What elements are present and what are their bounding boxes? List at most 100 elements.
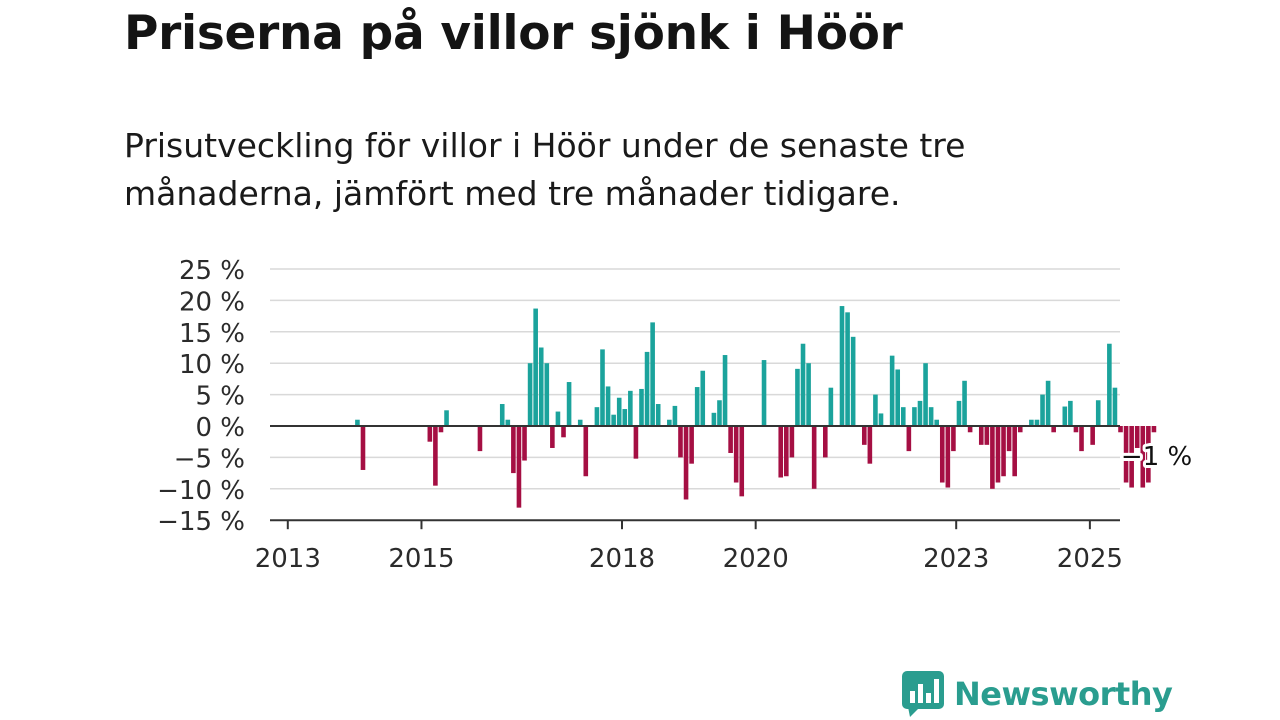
bar	[878, 413, 884, 426]
bar	[628, 390, 633, 426]
bar	[644, 351, 650, 426]
bar	[678, 426, 683, 458]
bar	[622, 409, 628, 426]
bar	[1040, 394, 1045, 426]
y-tick-label: 15 %	[179, 319, 245, 349]
bar	[522, 426, 527, 461]
bar	[722, 355, 728, 426]
bar	[672, 405, 678, 426]
bar	[850, 336, 856, 426]
bar	[867, 426, 873, 464]
bar	[761, 360, 767, 426]
x-tick-label: 2023	[923, 544, 989, 574]
bar	[806, 363, 811, 426]
bar	[1146, 426, 1151, 483]
bar	[1129, 426, 1134, 488]
y-tick-label: −5 %	[174, 444, 245, 474]
bar	[511, 426, 516, 474]
x-tick-label: 2020	[723, 544, 789, 574]
bar	[694, 387, 700, 426]
bar	[577, 419, 583, 426]
bar	[1134, 426, 1140, 448]
bar	[1029, 419, 1034, 426]
bar	[611, 414, 616, 426]
bar	[683, 426, 689, 500]
bar	[1090, 426, 1095, 445]
bar	[956, 400, 962, 426]
bar	[800, 343, 806, 426]
x-tick-label: 2025	[1057, 544, 1123, 574]
bar	[934, 419, 939, 426]
bar	[505, 419, 511, 426]
bar	[962, 380, 967, 426]
brand-name: Newsworthy	[954, 675, 1173, 713]
bar	[427, 426, 433, 442]
bar	[360, 426, 366, 470]
bar	[566, 382, 572, 426]
bar	[990, 426, 995, 489]
y-tick-label: 0 %	[195, 413, 245, 443]
bar	[516, 426, 522, 508]
bar	[739, 426, 745, 497]
bar	[778, 426, 784, 478]
y-tick-label: −15 %	[157, 507, 245, 537]
bars	[355, 306, 1157, 508]
bar	[1006, 426, 1012, 452]
bar	[978, 426, 984, 445]
bar	[917, 400, 923, 426]
bar	[533, 308, 538, 426]
bar	[444, 410, 449, 426]
newsworthy-logo: Newsworthy	[902, 670, 1173, 718]
bar	[499, 404, 505, 426]
bar	[655, 404, 661, 426]
x-axis: 2013 2015 2018 2020 2023 2025	[255, 425, 1123, 574]
bar	[967, 426, 973, 433]
bar	[928, 407, 934, 426]
newsworthy-chart-bubble-icon	[902, 671, 944, 717]
y-tick-label: 25 %	[179, 256, 245, 286]
bar	[477, 426, 483, 452]
y-tick-label: 20 %	[179, 287, 245, 317]
bar	[639, 388, 644, 426]
bar	[839, 306, 845, 426]
bar	[912, 407, 917, 426]
bar	[1112, 387, 1118, 426]
bar	[873, 394, 878, 426]
bar	[811, 426, 817, 489]
x-tick-label: 2018	[589, 544, 655, 574]
bar	[1012, 426, 1017, 477]
bar	[923, 363, 928, 426]
y-tick-label: −10 %	[157, 476, 245, 506]
bar	[650, 322, 655, 426]
y-tick-label: 5 %	[195, 382, 245, 412]
bar	[538, 347, 544, 426]
bar	[700, 370, 706, 426]
bar	[1123, 426, 1129, 483]
bar	[1051, 426, 1056, 433]
bar	[951, 426, 956, 452]
bar	[939, 426, 945, 483]
bar	[789, 426, 795, 458]
bar	[845, 312, 850, 426]
bar	[1073, 426, 1079, 433]
bar	[616, 397, 622, 426]
bar	[561, 426, 566, 438]
bar	[550, 426, 555, 448]
bar	[784, 426, 789, 477]
bar	[605, 386, 611, 426]
bar	[828, 387, 834, 426]
bar	[733, 426, 739, 483]
bar	[711, 412, 717, 426]
bar	[689, 426, 694, 464]
bar	[906, 426, 912, 452]
bar	[895, 369, 901, 426]
bar	[583, 426, 589, 477]
bar	[1079, 426, 1084, 452]
bar	[728, 426, 733, 453]
bar	[995, 426, 1001, 483]
bar	[861, 426, 867, 445]
last-value-label: −1 %	[1121, 442, 1192, 472]
bar	[527, 363, 533, 426]
x-tick-label: 2015	[388, 544, 454, 574]
bar	[984, 426, 990, 445]
